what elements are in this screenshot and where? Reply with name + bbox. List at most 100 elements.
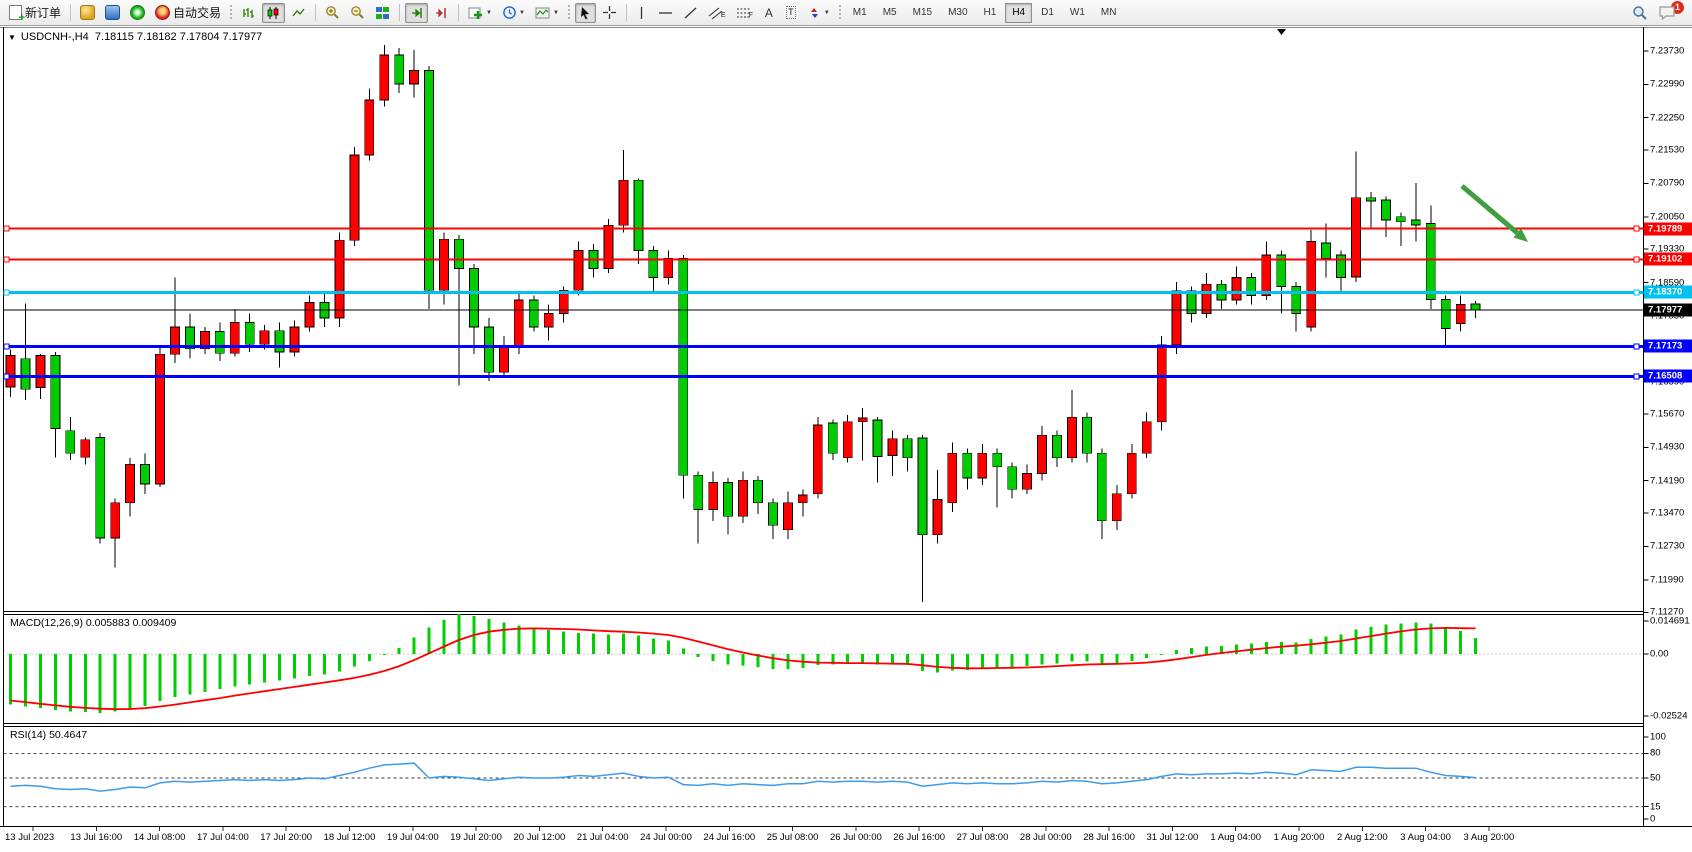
candle-body — [454, 238, 464, 269]
timeframe-H4[interactable]: H4 — [1005, 2, 1033, 23]
time-axis-label: 24 Jul 16:00 — [703, 832, 756, 843]
fibonacci-button[interactable]: F — [732, 3, 757, 23]
chevron-down-icon: ▼ — [518, 9, 525, 16]
vertical-line-icon — [641, 6, 643, 19]
arrows-button[interactable]: ▼ — [803, 3, 834, 23]
time-axis-label: 17 Jul 20:00 — [260, 832, 313, 843]
hline-handle — [1633, 289, 1640, 296]
price-level-box: 7.18370 — [1644, 285, 1692, 299]
macd-histogram-bar — [547, 630, 551, 655]
candle-body — [364, 99, 375, 156]
candle-body — [932, 499, 943, 536]
macd-histogram-bar — [935, 654, 939, 673]
notifications-button[interactable]: 1 — [1654, 0, 1685, 23]
vertical-line-button[interactable] — [632, 3, 652, 23]
timeframe-M1[interactable]: M1 — [852, 7, 867, 18]
macd-histogram-bar — [9, 654, 12, 705]
chart-shift-button[interactable] — [430, 3, 453, 23]
zoom-out-button[interactable] — [346, 3, 369, 23]
candle-body — [140, 464, 150, 485]
candlestick-chart-button[interactable] — [262, 2, 286, 23]
chart-shift-icon — [436, 7, 446, 18]
crosshair-button[interactable] — [598, 3, 621, 23]
candle-body — [125, 464, 135, 504]
timeframe-W1[interactable]: W1 — [1069, 7, 1085, 18]
horizontal-line-icon — [658, 11, 672, 14]
candle-body — [723, 482, 733, 517]
time-axis-label: 17 Jul 04:00 — [197, 832, 249, 843]
line-chart-button[interactable] — [287, 3, 310, 23]
candle-body — [304, 301, 315, 328]
macd-histogram-bar — [68, 654, 72, 712]
periods-button[interactable]: ▼ — [498, 3, 529, 23]
text-button[interactable]: A — [759, 3, 779, 23]
candle-body — [753, 479, 763, 504]
timeframe-M15[interactable]: M15 — [912, 7, 933, 18]
candle-body — [1306, 241, 1317, 328]
price-tick-label: 7.15670 — [1650, 408, 1685, 420]
time-axis-label: 26 Jul 16:00 — [893, 832, 946, 843]
auto-trading-button[interactable]: 自动交易 — [151, 3, 225, 23]
macd-histogram-bar — [1429, 623, 1433, 655]
chart-title: ▼ USDCNH-,H4 7.18115 7.18182 7.17804 7.17… — [8, 31, 262, 43]
candle-body — [603, 224, 614, 269]
navigator-button[interactable] — [101, 3, 124, 23]
new-order-button[interactable]: + 新订单 — [5, 3, 65, 24]
hline-handle — [1633, 256, 1640, 263]
time-axis-label: 18 Jul 12:00 — [323, 832, 376, 843]
time-axis-label: 19 Jul 20:00 — [450, 832, 502, 843]
price-tick-label: 7.14190 — [1650, 475, 1685, 487]
timeframe-M30[interactable]: M30 — [948, 7, 968, 18]
zoom-in-button[interactable] — [321, 3, 344, 23]
price-tick-label: 7.20790 — [1650, 177, 1685, 189]
chart-symbol-period: USDCNH-,H4 — [20, 31, 89, 43]
time-axis-label: 31 Jul 12:00 — [1146, 832, 1199, 843]
macd-histogram-bar — [1309, 639, 1313, 655]
macd-histogram-bar — [636, 635, 640, 655]
candle-body — [1470, 303, 1481, 311]
candle-body — [1126, 452, 1137, 495]
text-label-button[interactable]: T — [781, 3, 801, 23]
macd-histogram-bar — [1444, 626, 1448, 655]
time-axis-label: 14 Jul 08:00 — [133, 832, 186, 843]
candle-body — [887, 438, 898, 456]
macd-histogram-bar — [696, 654, 700, 657]
indicators-button[interactable]: ▼ — [464, 3, 496, 23]
indicators-icon — [468, 7, 483, 19]
macd-histogram-bar — [308, 654, 311, 677]
cursor-button[interactable] — [574, 2, 596, 23]
macd-histogram-bar — [83, 654, 87, 713]
price-tick-label: 7.22250 — [1650, 112, 1685, 124]
auto-scroll-button[interactable] — [405, 2, 429, 23]
timeframe-H1[interactable]: H1 — [983, 7, 997, 18]
candle-body — [738, 479, 748, 517]
market-watch-button[interactable] — [76, 3, 99, 23]
horizontal-line-button[interactable] — [654, 3, 677, 23]
templates-button[interactable]: ▼ — [531, 3, 563, 23]
tile-windows-button[interactable] — [371, 3, 394, 23]
timeframe-M5[interactable]: M5 — [882, 7, 897, 18]
arrows-icon — [810, 7, 818, 18]
candle-body — [1410, 219, 1421, 226]
candle-body — [693, 474, 704, 510]
collapse-chart-icon[interactable]: ▼ — [8, 33, 16, 42]
trendline-button[interactable] — [679, 3, 702, 23]
hline-handle — [3, 225, 10, 232]
search-button[interactable] — [1628, 3, 1652, 23]
hline-handle — [1633, 225, 1640, 232]
new-order-label: 新订单 — [25, 6, 62, 20]
signals-button[interactable] — [126, 3, 149, 23]
candle-body — [394, 54, 405, 85]
candlestick-chart-icon — [267, 6, 279, 19]
macd-histogram-bar — [980, 654, 984, 669]
rsi-tick-label: 0 — [1650, 813, 1656, 825]
timeframe-MN[interactable]: MN — [1100, 7, 1117, 18]
equidistant-channel-button[interactable]: E — [704, 3, 730, 23]
bar-chart-button[interactable] — [237, 3, 260, 23]
timeframe-toolbar: M1 M5 M15 M30 H1 H4 D1 W1 MN — [845, 2, 1125, 23]
macd-histogram-bar — [278, 654, 282, 681]
timeframe-D1[interactable]: D1 — [1041, 7, 1054, 18]
shift-marker-icon — [1277, 29, 1286, 35]
macd-histogram-bar — [621, 633, 625, 655]
